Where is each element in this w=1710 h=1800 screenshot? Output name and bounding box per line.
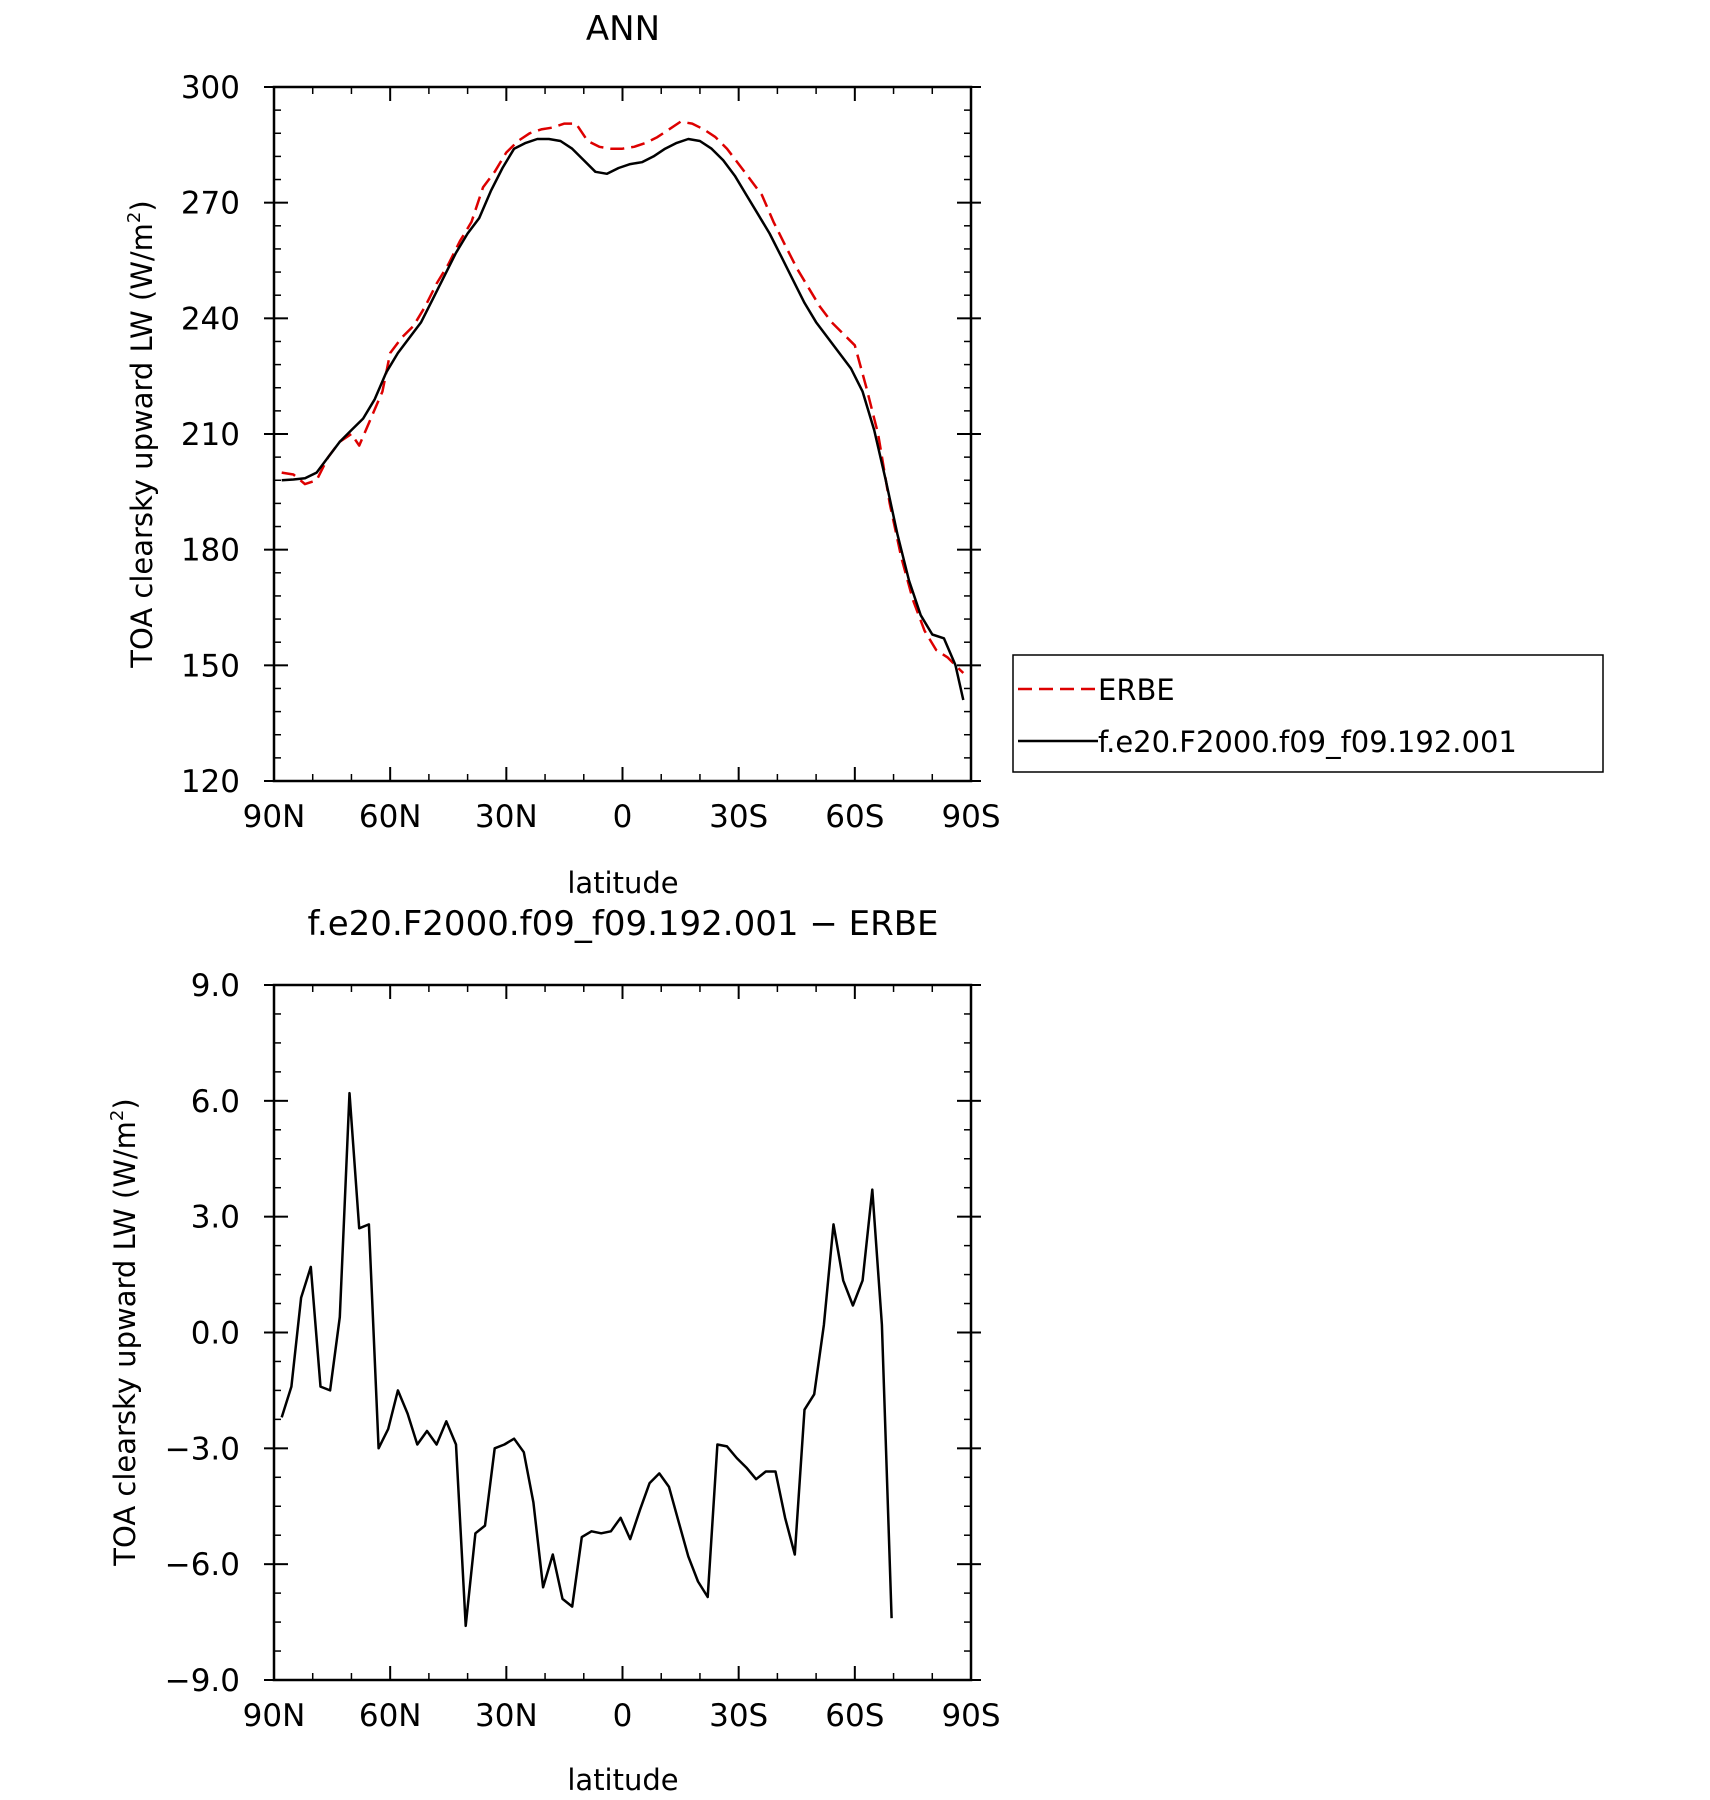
bottom-chart: f.e20.F2000.f09_f09.192.001 − ERBE 90N 60…	[107, 904, 1001, 1797]
top-y-axis-label-main: TOA clearsky upward LW (W/m	[125, 223, 159, 669]
bottom-series-lines	[280, 1091, 893, 1628]
bottom-y-tick-label: −6.0	[165, 1547, 240, 1583]
top-y-tick-label: 300	[181, 70, 240, 106]
bottom-x-tick-label: 60N	[359, 1698, 422, 1734]
bottom-y-tick-label: −9.0	[165, 1663, 240, 1699]
top-y-axis-label-superscript: 2	[124, 212, 145, 223]
top-y-tick-label: 150	[181, 648, 240, 684]
top-y-tick-label: 180	[181, 533, 240, 569]
bottom-y-axis-label-close: )	[108, 1098, 142, 1109]
bottom-x-tick-label: 60S	[825, 1698, 884, 1734]
top-legend: ERBE f.e20.F2000.f09_f09.192.001	[1012, 654, 1604, 773]
legend-box	[1012, 654, 1604, 773]
bottom-y-tick-label: 3.0	[191, 1200, 240, 1236]
bottom-y-axis-label: TOA clearsky upward LW (W/m2)	[107, 1098, 142, 1566]
top-x-tick-label: 60S	[825, 799, 884, 835]
top-y-tick-label: 270	[181, 186, 240, 222]
bottom-x-tick-label: 30N	[475, 1698, 538, 1734]
top-y-tick-label: 210	[181, 417, 240, 453]
legend-model-label: f.e20.F2000.f09_f09.192.001	[1098, 725, 1517, 759]
top-y-tick-label: 240	[181, 301, 240, 337]
bottom-y-tick-label: 6.0	[191, 1084, 240, 1120]
bottom-x-tick-labels: 90N 60N 30N 0 30S 60S 90S	[243, 1698, 1001, 1734]
top-series-erbe-line	[281, 120, 965, 674]
bottom-y-tick-label: 0.0	[191, 1316, 240, 1352]
bottom-chart-title: f.e20.F2000.f09_f09.192.001 − ERBE	[307, 904, 938, 944]
top-x-axis-label: latitude	[567, 866, 678, 900]
top-chart-title: ANN	[586, 9, 660, 49]
top-x-tick-label: 0	[613, 799, 633, 835]
top-y-axis-label: TOA clearsky upward LW (W/m2)	[124, 200, 159, 668]
bottom-y-tick-label: 9.0	[191, 968, 240, 1004]
bottom-series-difference-line	[280, 1091, 893, 1628]
legend-erbe-label: ERBE	[1098, 673, 1175, 707]
top-y-tick-labels: 120 150 180 210 240 270 300	[181, 70, 240, 800]
top-axis-ticks	[264, 86, 981, 782]
top-y-tick-label: 120	[181, 764, 240, 800]
bottom-y-tick-label: −3.0	[165, 1431, 240, 1467]
bottom-x-tick-label: 30S	[709, 1698, 768, 1734]
top-x-tick-label: 30N	[475, 799, 538, 835]
top-x-tick-label: 90N	[243, 799, 306, 835]
bottom-y-axis-label-superscript: 2	[107, 1110, 128, 1121]
top-x-tick-labels: 90N 60N 30N 0 30S 60S 90S	[243, 799, 1001, 835]
top-x-tick-label: 60N	[359, 799, 422, 835]
bottom-x-axis-label: latitude	[567, 1763, 678, 1797]
bottom-x-tick-label: 90N	[243, 1698, 306, 1734]
top-x-tick-label: 90S	[941, 799, 1000, 835]
bottom-axis-ticks	[264, 984, 981, 1681]
top-y-axis-label-close: )	[125, 200, 159, 211]
top-series-model-line	[281, 137, 965, 701]
bottom-x-tick-label: 0	[613, 1698, 633, 1734]
top-chart: ANN 90N 60N 30N 0 30S 60S 90S 120 150 180 210 240 2…	[124, 9, 1604, 900]
bottom-y-tick-labels: −9.0 −6.0 −3.0 0.0 3.0 6.0 9.0	[165, 968, 240, 1699]
top-x-tick-label: 30S	[709, 799, 768, 835]
top-series-lines	[281, 120, 965, 701]
bottom-x-tick-label: 90S	[941, 1698, 1000, 1734]
bottom-y-axis-label-main: TOA clearsky upward LW (W/m	[108, 1121, 142, 1567]
